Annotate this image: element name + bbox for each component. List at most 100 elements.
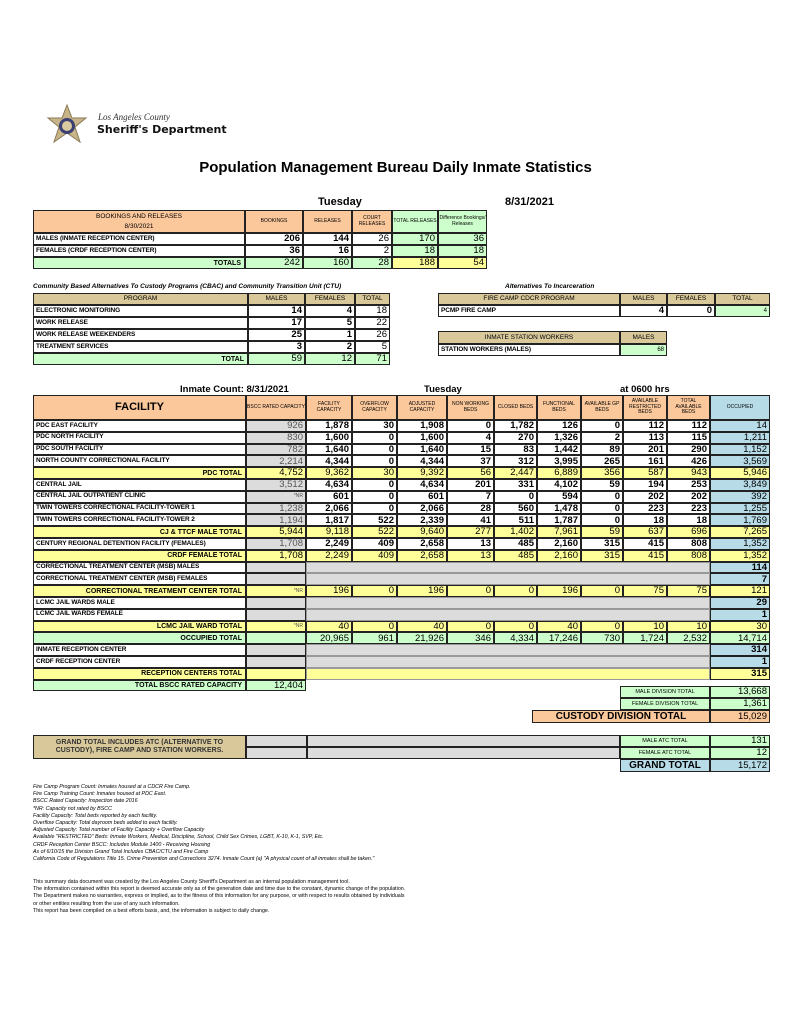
facility-row-label: PDC NORTH FACILITY — [33, 431, 246, 444]
bookings-value-text: 18 — [473, 245, 484, 257]
occupied-value-text: 29 — [756, 597, 767, 609]
facility-value: 346 — [447, 632, 494, 645]
facility-value: 415 — [623, 538, 667, 550]
facility-value: 1,708 — [246, 538, 306, 550]
facility-value-text: 2,066 — [420, 502, 444, 514]
fire-camp-header: TOTAL — [715, 293, 770, 305]
facility-row-label: CORRECTIONAL TREATMENT CENTER (MSB) FEMA… — [33, 573, 246, 586]
facility-column-header: AVAILABLE GP BEDS — [581, 395, 623, 420]
facility-value-text: 0 — [388, 479, 394, 491]
facility-value: 7,961 — [537, 526, 581, 538]
bookings-header: TOTAL RELEASES — [392, 210, 438, 233]
footnote: CRDF Reception Center BSCC: Includes Mod… — [33, 841, 211, 848]
grey-cell — [246, 735, 307, 747]
facility-value: 587 — [623, 467, 667, 479]
facility-column-header: OCCUPIED — [710, 395, 770, 420]
facility-column-header-text: ADJUSTED CAPACITY — [408, 400, 436, 413]
facility-value-text: 112 — [648, 420, 664, 432]
cbac-header-text: TOTAL — [362, 295, 383, 303]
facility-value: 75 — [667, 585, 710, 597]
facility-value-text: 943 — [691, 467, 707, 479]
facility-value-text: 0 — [485, 585, 491, 597]
cbac-header: FEMALES — [305, 293, 355, 305]
facility-value: 2,160 — [537, 538, 581, 550]
facility-value: 0 — [352, 502, 397, 515]
facility-value-text: 7,265 — [743, 526, 767, 538]
report-date: 8/31/2021 — [505, 196, 554, 208]
bookings-value: 2 — [352, 245, 392, 257]
occupied-value: 114 — [710, 561, 770, 574]
facility-value: 194 — [623, 479, 667, 491]
facility-value: 0 — [352, 620, 397, 633]
facility-column-header-text: BSCC RATED CAPACITY — [247, 403, 305, 410]
facility-value-text: 201 — [475, 479, 491, 491]
occupied-value-text: 7 — [761, 573, 767, 585]
cbac-header-text: FEMALES — [314, 295, 346, 303]
facility-row-label-text: NORTH COUNTY CORRECTIONAL FACILITY — [36, 457, 170, 465]
occupied-value-text: 1 — [761, 656, 767, 668]
facility-value-text: 0 — [485, 620, 491, 632]
cbac-value: 5 — [305, 317, 355, 329]
inmate-count-day: Tuesday — [424, 384, 462, 395]
cbac-value-text: 2 — [346, 341, 352, 353]
cbac-value: 18 — [355, 305, 390, 317]
facility-value-text: 196 — [333, 585, 349, 597]
facility-value-text: 0 — [614, 490, 620, 502]
facility-value: 522 — [352, 514, 397, 527]
facility-value-text: 194 — [648, 479, 664, 491]
cbac-value-text: 4 — [346, 305, 352, 317]
facility-value: 112 — [623, 420, 667, 432]
facility-value-text: 18 — [696, 514, 707, 526]
facility-value: 1,769 — [710, 514, 770, 527]
merged-cell — [306, 656, 710, 668]
facility-column-header-text: CLOSED BEDS — [497, 403, 534, 410]
facility-row-label: CJ & TTCF MALE TOTAL — [33, 526, 246, 538]
facility-value: 1,326 — [537, 431, 581, 444]
facility-value-text: 808 — [691, 549, 707, 561]
facility-row-label: LCMC JAIL WARDS FEMALE — [33, 608, 246, 621]
cbac-value-text: 5 — [346, 317, 352, 329]
bookings-value: 18 — [438, 245, 487, 257]
facility-value-text: 1,326 — [554, 431, 578, 443]
facility-value-text: 2,066 — [325, 502, 349, 514]
facility-value: 13 — [447, 549, 494, 562]
facility-value: 290 — [667, 443, 710, 456]
facility-column-header: NON WORKING BEDS — [447, 395, 494, 420]
bscc-cell — [246, 573, 306, 586]
facility-value-text: 28 — [480, 502, 491, 514]
facility-value: 0 — [447, 420, 494, 432]
station-label: STATION WORKERS (MALES) — [438, 344, 620, 356]
facility-value: 20,965 — [306, 632, 352, 645]
facility-value-text: 2 — [614, 431, 620, 443]
custody-division-value-text: 15,029 — [737, 710, 767, 722]
facility-value: 1,878 — [306, 420, 352, 432]
facility-value: 0 — [581, 490, 623, 503]
facility-value: 696 — [667, 526, 710, 538]
facility-value-text: 9,118 — [325, 526, 349, 538]
facility-value: 926 — [246, 420, 306, 432]
male-atc-value-text: 131 — [751, 735, 767, 747]
facility-value: 0 — [352, 479, 397, 491]
facility-value: *NR — [246, 585, 306, 597]
bookings-date: 8/30/2021 — [124, 223, 154, 230]
facility-value-text: 2,532 — [683, 632, 707, 644]
facility-value: 315 — [581, 538, 623, 550]
facility-value: 30 — [352, 420, 397, 432]
fire-camp-header-text: FIRE CAMP CDCR PROGRAM — [483, 295, 575, 303]
cbac-row-label-text: ELECTRONIC MONITORING — [36, 306, 121, 314]
cbac-value-text: 3 — [296, 341, 302, 353]
facility-value: 75 — [623, 585, 667, 597]
facility-value-text: 18 — [653, 514, 664, 526]
facility-value-text: 1,442 — [554, 443, 578, 455]
facility-value: 1,238 — [246, 502, 306, 515]
bookings-header-text: BOOKINGS — [260, 217, 288, 224]
bookings-value: 170 — [392, 233, 438, 245]
facility-value-text: 2,447 — [510, 467, 534, 479]
male-division-label: MALE DIVISION TOTAL — [620, 686, 710, 698]
facility-value: 1,152 — [710, 443, 770, 456]
cbac-row-label-text: WORK RELEASE WEEKENDERS — [36, 330, 136, 338]
facility-value-text: 522 — [378, 514, 394, 526]
footnote: As of 6/10/15 the Division Grand Total I… — [33, 848, 209, 855]
bookings-header-text: COURT RELEASES — [358, 214, 386, 227]
